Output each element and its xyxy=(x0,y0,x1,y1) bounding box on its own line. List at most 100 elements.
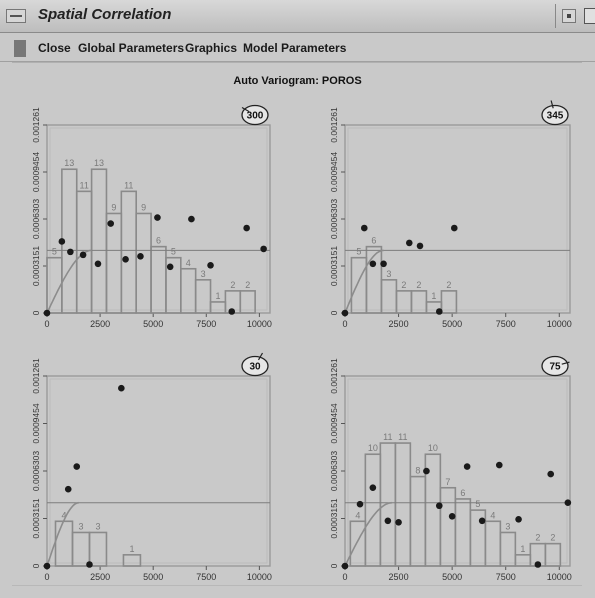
variogram-point xyxy=(495,461,503,469)
window-menu-icon[interactable] xyxy=(6,9,26,23)
bar-count-label: 5 xyxy=(52,247,57,257)
variogram-point xyxy=(341,562,349,570)
direction-arrow-icon xyxy=(257,352,264,361)
bar-count-label: 11 xyxy=(79,180,88,190)
bar-count-label: 10 xyxy=(368,443,378,453)
x-tick-label: 5000 xyxy=(143,319,163,329)
x-tick-label: 10000 xyxy=(247,319,272,329)
y-tick-label: 0.0009454 xyxy=(31,403,41,443)
bar-count-label: 1 xyxy=(129,544,134,554)
bar-count-label: 4 xyxy=(186,258,191,268)
bar-count-label: 2 xyxy=(550,533,555,543)
minimize-icon[interactable] xyxy=(562,9,576,23)
direction-arrow-icon xyxy=(550,100,554,109)
y-tick-label: 0.0006303 xyxy=(31,199,41,239)
variogram-point xyxy=(405,239,413,247)
direction-label: 345 xyxy=(547,111,564,122)
variogram-point xyxy=(188,215,195,223)
y-tick-label: 0.0006303 xyxy=(31,451,41,491)
variogram-point xyxy=(547,470,555,478)
histogram-bar xyxy=(239,290,256,314)
window-title: Spatial Correlation xyxy=(38,6,172,23)
variogram-point xyxy=(435,502,443,510)
histogram-bar xyxy=(484,520,502,567)
bar-count-label: 1 xyxy=(520,544,525,554)
bar-count-label: 13 xyxy=(64,158,74,168)
variogram-point xyxy=(435,308,443,315)
bar-count-label: 13 xyxy=(94,158,104,168)
variogram-point xyxy=(79,251,87,259)
x-tick-label: 2500 xyxy=(90,572,110,582)
x-tick-label: 2500 xyxy=(389,319,409,329)
direction-label: 300 xyxy=(247,111,264,122)
y-tick-label: 0.001261 xyxy=(329,107,339,143)
bar-count-label: 9 xyxy=(111,202,116,212)
histogram-bar xyxy=(349,520,367,567)
variogram-point xyxy=(416,242,424,250)
y-tick-label: 0.0003151 xyxy=(329,246,339,286)
y-tick-label: 0.001261 xyxy=(31,107,41,143)
x-tick-label: 5000 xyxy=(442,572,462,582)
y-tick-label: 0.0009454 xyxy=(329,403,339,443)
variogram-title: Auto Variogram: POROS xyxy=(233,75,362,87)
title-divider xyxy=(555,4,556,28)
histogram-bar xyxy=(122,554,142,567)
bar-count-label: 3 xyxy=(78,521,83,531)
bar-count-label: 3 xyxy=(386,269,391,279)
plot-inner-frame xyxy=(347,127,568,311)
histogram-bar xyxy=(394,442,412,567)
x-tick-label: 0 xyxy=(342,319,347,329)
maximize-icon[interactable] xyxy=(584,8,595,24)
variogram-point xyxy=(43,309,51,317)
menu-graphics[interactable]: Graphics xyxy=(185,41,238,55)
histogram-bar xyxy=(544,542,562,567)
variogram-point xyxy=(260,245,267,253)
histogram-bar xyxy=(440,290,458,314)
histogram-bar xyxy=(409,475,427,567)
variogram-point xyxy=(64,485,72,493)
y-tick-label: 0 xyxy=(31,310,41,315)
bar-count-label: 6 xyxy=(371,236,376,246)
y-tick-label: 0.0003151 xyxy=(31,498,41,538)
variogram-point xyxy=(369,260,377,268)
title-bar[interactable]: Spatial Correlation xyxy=(0,0,595,33)
variogram-point xyxy=(395,519,402,526)
y-tick-label: 0.0006303 xyxy=(329,199,339,239)
histogram-bar xyxy=(499,531,517,567)
variogram-point xyxy=(43,562,51,570)
x-tick-label: 0 xyxy=(44,572,49,582)
histogram-bar xyxy=(439,486,457,567)
variogram-point xyxy=(243,224,250,232)
y-tick-label: 0.0009454 xyxy=(31,152,41,192)
x-tick-label: 10000 xyxy=(547,319,572,329)
y-tick-label: 0.0003151 xyxy=(31,246,41,286)
x-tick-label: 7500 xyxy=(496,319,516,329)
histogram-bar xyxy=(379,442,397,567)
variogram-point xyxy=(122,256,129,263)
menu-close[interactable]: Close xyxy=(38,41,71,55)
variogram-point xyxy=(369,484,377,491)
bar-count-label: 8 xyxy=(415,466,420,476)
variogram-point xyxy=(166,263,174,271)
variogram-point xyxy=(207,261,214,269)
bar-count-label: 3 xyxy=(505,521,510,531)
x-tick-label: 2500 xyxy=(389,572,409,582)
y-tick-label: 0.0006303 xyxy=(329,451,339,491)
variogram-point xyxy=(154,214,161,221)
bar-count-label: 5 xyxy=(171,247,176,257)
y-tick-label: 0.0009454 xyxy=(329,152,339,192)
bar-count-label: 9 xyxy=(141,202,146,212)
model-curve xyxy=(46,501,80,567)
model-curve xyxy=(344,501,393,567)
bar-count-label: 5 xyxy=(356,247,361,257)
bar-count-label: 2 xyxy=(230,280,235,290)
y-tick-label: 0 xyxy=(31,563,41,568)
plot-inner-frame xyxy=(49,378,268,564)
x-tick-label: 5000 xyxy=(442,319,462,329)
menu-model-parameters[interactable]: Model Parameters xyxy=(243,41,347,55)
variogram-point xyxy=(380,260,387,268)
menu-global-parameters[interactable]: Global Parameters xyxy=(78,41,185,55)
